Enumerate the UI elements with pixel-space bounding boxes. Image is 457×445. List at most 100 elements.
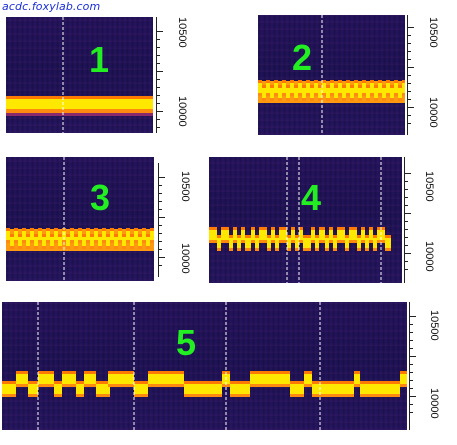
signal-core bbox=[318, 88, 322, 98]
signal-edge bbox=[221, 240, 229, 243]
signal-edge bbox=[325, 235, 329, 238]
signal-edge bbox=[148, 371, 184, 374]
panel-number-4: 4 bbox=[301, 177, 322, 218]
signal-edge bbox=[358, 98, 362, 101]
signal-core bbox=[250, 374, 290, 384]
signal-core bbox=[150, 231, 154, 240]
signal-core bbox=[310, 88, 314, 98]
signal-edge bbox=[26, 246, 30, 249]
signal-edge bbox=[222, 384, 230, 387]
signal-core bbox=[70, 231, 74, 240]
signal-edge bbox=[390, 85, 394, 88]
signal-core bbox=[299, 230, 303, 240]
signal-core bbox=[94, 231, 98, 240]
spectrogram-panel-4: 4 10500 10000 bbox=[209, 157, 439, 283]
axis-label-10500: 10500 bbox=[423, 171, 435, 202]
signal-edge bbox=[146, 234, 150, 237]
signal-core bbox=[303, 238, 311, 248]
signal-core bbox=[258, 83, 262, 93]
signal-edge bbox=[322, 93, 326, 96]
signal-edge bbox=[270, 98, 274, 101]
signal-core bbox=[304, 374, 312, 384]
signal-core bbox=[342, 88, 346, 98]
signal-edge bbox=[330, 80, 334, 83]
signal-edge bbox=[262, 85, 266, 88]
signal-core bbox=[126, 231, 130, 240]
signal-core bbox=[365, 238, 369, 248]
signal-edge bbox=[108, 371, 134, 374]
signal-edge bbox=[209, 227, 217, 230]
signal-core bbox=[354, 83, 358, 93]
signal-core bbox=[245, 238, 251, 248]
signal-edge bbox=[290, 93, 294, 96]
signal-edge bbox=[302, 85, 306, 88]
signal-edge bbox=[337, 240, 345, 243]
signal-edge bbox=[361, 227, 365, 230]
signal-core bbox=[390, 88, 394, 98]
signal-edge bbox=[229, 248, 233, 251]
signal-edge bbox=[130, 246, 134, 249]
signal-core bbox=[325, 238, 329, 248]
signal-core bbox=[374, 88, 378, 98]
signal-core bbox=[315, 238, 319, 248]
signal-core bbox=[329, 230, 333, 240]
signal-edge bbox=[184, 381, 222, 384]
signal-edge bbox=[38, 371, 54, 374]
axis-label-10500: 10500 bbox=[427, 17, 439, 48]
signal-edge bbox=[18, 246, 22, 249]
signal-edge bbox=[365, 248, 369, 251]
signal-core bbox=[38, 231, 42, 240]
signal-edge bbox=[14, 240, 18, 243]
signal-core bbox=[302, 88, 306, 98]
signal-core bbox=[259, 230, 267, 240]
signal-edge bbox=[258, 93, 262, 96]
signal-edge bbox=[50, 246, 54, 249]
signal-edge bbox=[360, 381, 400, 384]
spectrogram-panel-1: 1 10500 10000 bbox=[6, 17, 188, 133]
signal-edge bbox=[142, 240, 146, 243]
signal-edge bbox=[287, 235, 291, 238]
signal-edge bbox=[229, 235, 233, 238]
spectrogram-panel-5: 5 10500 10000 bbox=[2, 302, 448, 430]
frequency-axis-3 bbox=[158, 163, 174, 277]
signal-edge bbox=[290, 394, 304, 397]
spectrogram-image-4 bbox=[209, 157, 402, 283]
signal-edge bbox=[217, 248, 221, 251]
signal-core bbox=[110, 231, 114, 240]
signal-core bbox=[76, 384, 84, 394]
spectrogram-signal-3 bbox=[6, 157, 154, 281]
signal-edge bbox=[398, 85, 402, 88]
signal-edge bbox=[70, 228, 74, 231]
signal-edge bbox=[46, 228, 50, 231]
signal-edge bbox=[237, 248, 241, 251]
signal-edge bbox=[209, 240, 217, 243]
signal-edge bbox=[318, 98, 322, 101]
signal-edge bbox=[34, 246, 38, 249]
signal-edge bbox=[6, 240, 10, 243]
signal-edge bbox=[312, 381, 354, 384]
signal-edge bbox=[2, 394, 16, 397]
signal-edge bbox=[134, 240, 138, 243]
signal-core bbox=[326, 88, 330, 98]
signal-edge bbox=[241, 227, 245, 230]
signal-edge bbox=[90, 246, 94, 249]
signal-edge bbox=[299, 227, 303, 230]
signal-edge bbox=[62, 240, 66, 243]
watermark-text: acdc.foxylab.com bbox=[2, 0, 101, 13]
signal-edge bbox=[58, 246, 62, 249]
signal-edge bbox=[74, 246, 78, 249]
signal-core bbox=[278, 88, 282, 98]
signal-edge bbox=[270, 85, 274, 88]
signal-edge bbox=[350, 85, 354, 88]
signal-core bbox=[209, 230, 217, 240]
signal-core bbox=[22, 231, 26, 240]
signal-edge bbox=[282, 93, 286, 96]
signal-core bbox=[6, 231, 10, 240]
signal-core bbox=[333, 238, 337, 248]
signal-core bbox=[142, 231, 146, 240]
signal-edge bbox=[373, 235, 377, 238]
signal-core bbox=[30, 231, 34, 240]
signal-core bbox=[306, 83, 310, 93]
signal-edge bbox=[279, 240, 287, 243]
signal-edge bbox=[10, 234, 14, 237]
